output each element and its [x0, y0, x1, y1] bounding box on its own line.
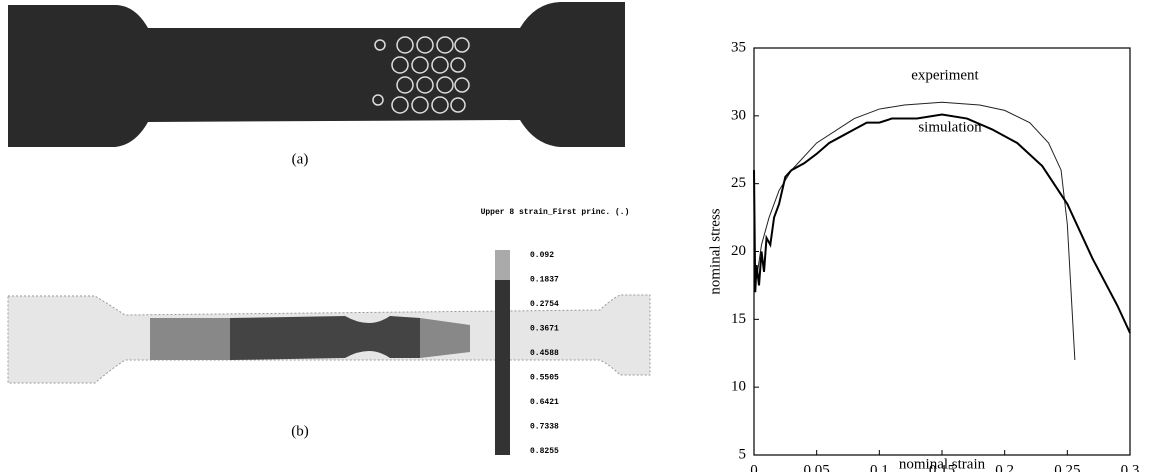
colorbar-label: 0.5505 — [530, 374, 559, 383]
colorbar-label: 0.7338 — [530, 423, 559, 432]
panel-label: (a) — [292, 151, 309, 167]
x-axis-label: nominal strain — [899, 456, 986, 472]
colorbar-label: 0.4588 — [530, 349, 559, 358]
colorbar-label: 0.1837 — [530, 276, 559, 285]
x-tick-label: 0 — [750, 462, 758, 472]
plot-frame — [753, 47, 1131, 456]
mesh-circles — [372, 36, 470, 114]
y-tick-label: 20 — [731, 243, 746, 259]
colorbar-ramp — [495, 250, 510, 280]
annotation: experiment — [911, 67, 979, 83]
panel-label: (b) — [291, 423, 309, 439]
specimen-a — [8, 2, 625, 147]
colorbar-title: Upper 8 strain_First princ. (.) — [481, 208, 630, 217]
colorbar-label: 0.6421 — [530, 398, 559, 407]
chart: 5 10 15 20 25 30 35 0 0.05 0.1 0.15 0.2 0.25 0.3 nomin… — [707, 39, 1139, 472]
x-tick-label: 0.3 — [1121, 462, 1140, 472]
strain-band — [230, 316, 420, 360]
colorbar-label: 0.092 — [530, 251, 554, 260]
colorbar-label: 0.2754 — [530, 300, 559, 309]
x-tick-label: 0.25 — [1054, 462, 1080, 472]
colorbar: Upper 8 strain_First princ. (.) 0.092 0.1… — [481, 208, 630, 456]
y-tick-label: 10 — [731, 379, 746, 395]
line — [756, 101, 1076, 361]
y-tick-label: 35 — [731, 39, 746, 55]
colorbar-ramp — [495, 250, 510, 455]
colorbar-label: 0.3671 — [530, 325, 559, 334]
x-tick-label: 0.15 — [929, 462, 955, 472]
y-tick-label: 15 — [731, 311, 746, 327]
y-tick-label: 5 — [739, 446, 747, 462]
y-axis-label: nominal stress — [707, 208, 723, 294]
annotation: simulation — [918, 119, 982, 135]
line — [753, 113, 1131, 334]
colorbar-label: 0.8255 — [530, 447, 559, 456]
y-tick-label: 30 — [731, 107, 746, 123]
x-tick-label: 0.1 — [870, 462, 889, 472]
strain-band-light — [150, 318, 470, 360]
x-tick-label: 0.2 — [995, 462, 1014, 472]
y-tick-label: 25 — [731, 175, 746, 191]
x-tick-label: 0.05 — [804, 462, 830, 472]
